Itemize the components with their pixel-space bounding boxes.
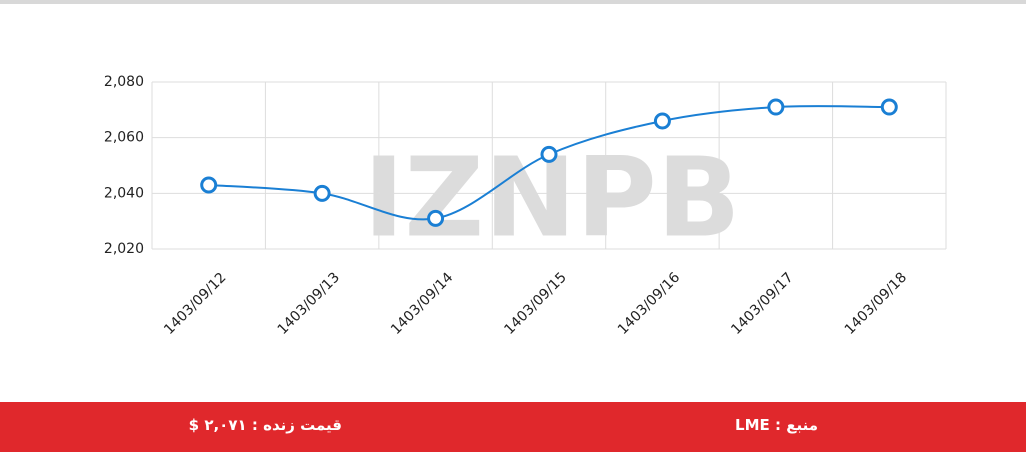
point [880, 98, 898, 116]
live-price: قیمت زنده : ۲,۰۷۱ $ [188, 416, 342, 434]
point [653, 112, 671, 130]
y-tick-label: 2,040 [104, 185, 144, 201]
point [200, 176, 218, 194]
y-tick-label: 2,080 [104, 74, 144, 90]
footer-bar: قیمت زنده : ۲,۰۷۱ $ منبع : LME [0, 402, 1026, 452]
point [313, 184, 331, 202]
x-tick-label: 1403/09/14 [388, 269, 456, 337]
x-tick-label: 1403/09/17 [728, 270, 796, 338]
x-tick-label: 1403/09/13 [275, 270, 343, 338]
x-tick-label: 1403/09/15 [501, 270, 569, 338]
y-tick-label: 2,060 [104, 130, 144, 146]
x-tick-label: 1403/09/16 [615, 269, 683, 337]
point [427, 209, 445, 227]
x-tick-label: 1403/09/12 [161, 270, 229, 338]
source: منبع : LME [735, 416, 818, 434]
point [767, 98, 785, 116]
x-tick-label: 1403/09/18 [842, 270, 910, 338]
y-tick-label: 2,020 [104, 241, 144, 257]
point [540, 145, 558, 163]
